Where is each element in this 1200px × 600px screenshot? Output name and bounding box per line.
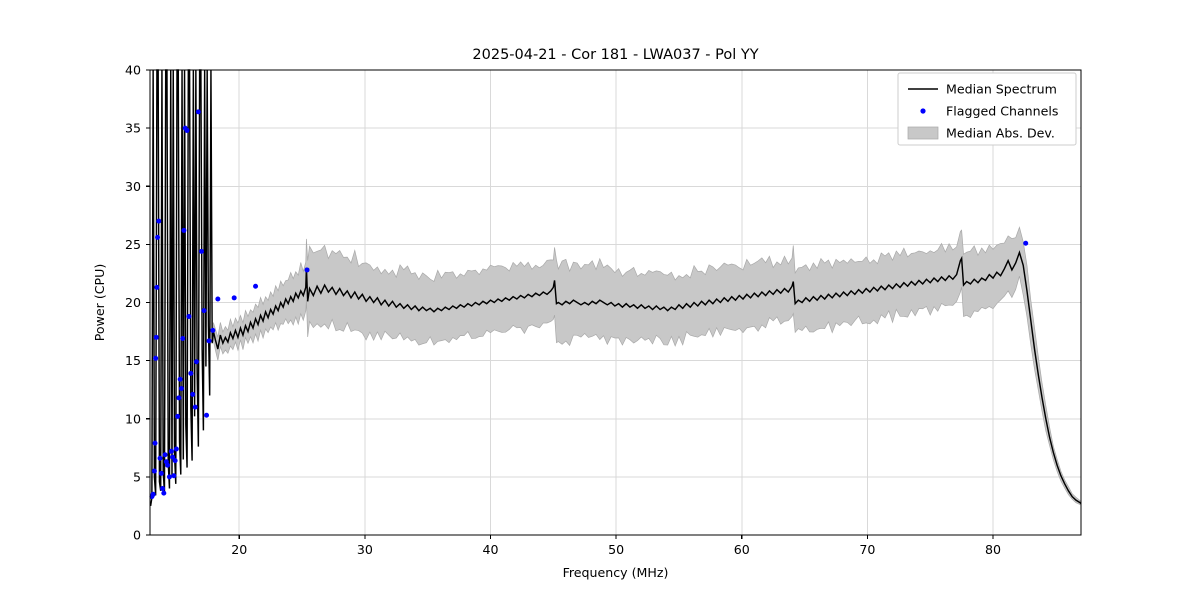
y-tick-label: 20 <box>125 295 141 310</box>
flagged-channel-point[interactable] <box>190 391 196 397</box>
y-tick-label: 5 <box>133 469 141 484</box>
flagged-channel-point[interactable] <box>253 283 259 289</box>
flagged-channel-point[interactable] <box>154 284 160 290</box>
flagged-channel-point[interactable] <box>176 395 182 401</box>
flagged-channel-point[interactable] <box>201 308 207 314</box>
flagged-channel-point[interactable] <box>193 359 199 365</box>
flagged-channel-point[interactable] <box>168 448 174 454</box>
flagged-channel-point[interactable] <box>231 295 237 301</box>
flagged-channel-point[interactable] <box>165 462 171 468</box>
flagged-channel-point[interactable] <box>186 313 192 319</box>
x-tick-label: 30 <box>357 542 373 557</box>
flagged-channel-point[interactable] <box>158 470 164 476</box>
y-tick-label: 30 <box>125 179 141 194</box>
flagged-channel-point[interactable] <box>1023 240 1029 246</box>
y-tick-label: 35 <box>125 121 141 136</box>
x-axis-ticks: 20 30 40 50 60 70 80 <box>231 535 1001 557</box>
flagged-channel-point[interactable] <box>180 336 186 342</box>
legend-label: Median Spectrum <box>946 82 1057 97</box>
flagged-channel-point[interactable] <box>175 413 181 419</box>
flagged-channel-point[interactable] <box>195 109 201 115</box>
x-axis-label: Frequency (MHz) <box>563 565 669 580</box>
legend-dot-swatch <box>920 108 926 114</box>
y-axis-ticks: 0 5 10 15 20 25 30 35 40 <box>125 63 150 543</box>
flagged-channel-point[interactable] <box>155 234 161 240</box>
y-tick-label: 15 <box>125 353 141 368</box>
y-tick-label: 40 <box>125 63 141 78</box>
legend-patch-swatch <box>907 126 939 140</box>
flagged-channel-point[interactable] <box>156 218 162 224</box>
x-tick-label: 20 <box>231 542 247 557</box>
flagged-channel-point[interactable] <box>188 370 194 376</box>
flagged-channel-point[interactable] <box>199 248 205 254</box>
flagged-channel-point[interactable] <box>152 440 158 446</box>
flagged-channel-point[interactable] <box>173 446 179 452</box>
flagged-channel-point[interactable] <box>304 267 310 273</box>
flagged-channel-point[interactable] <box>166 474 172 480</box>
x-tick-label: 60 <box>734 542 750 557</box>
flagged-channel-point[interactable] <box>162 452 168 458</box>
flagged-channel-point[interactable] <box>171 473 177 479</box>
flagged-channel-point[interactable] <box>153 355 159 361</box>
flagged-channel-point[interactable] <box>192 404 198 410</box>
flagged-channel-point[interactable] <box>157 455 163 461</box>
flagged-channels-series[interactable] <box>149 109 1029 500</box>
flagged-channel-point[interactable] <box>178 386 184 392</box>
x-tick-label: 50 <box>608 542 624 557</box>
flagged-channel-point[interactable] <box>177 376 183 382</box>
flagged-channel-point[interactable] <box>206 338 212 344</box>
flagged-channel-point[interactable] <box>184 127 190 133</box>
y-tick-label: 0 <box>133 528 141 543</box>
x-tick-label: 40 <box>482 542 498 557</box>
flagged-channel-point[interactable] <box>150 491 156 497</box>
flagged-channel-point[interactable] <box>172 458 178 464</box>
flagged-channel-point[interactable] <box>215 296 221 302</box>
flagged-channel-point[interactable] <box>210 327 216 333</box>
flagged-channel-point[interactable] <box>170 454 176 460</box>
x-tick-label: 80 <box>985 542 1001 557</box>
y-tick-label: 25 <box>125 237 141 252</box>
flagged-channel-point[interactable] <box>160 486 166 491</box>
flagged-channel-point[interactable] <box>151 468 157 474</box>
flagged-channel-point[interactable] <box>161 490 167 496</box>
flagged-channel-point[interactable] <box>204 412 210 418</box>
y-axis-label: Power (CPU) <box>92 264 107 342</box>
legend-label: Flagged Channels <box>946 104 1058 119</box>
x-tick-label: 70 <box>859 542 875 557</box>
chart-legend[interactable]: Median Spectrum Flagged Channels Median Ab… <box>897 72 1077 146</box>
y-tick-label: 10 <box>125 411 141 426</box>
page-title: 2025-04-21 - Cor 181 - LWA037 - Pol YY <box>472 47 758 63</box>
flagged-channel-point[interactable] <box>181 227 187 233</box>
legend-label: Median Abs. Dev. <box>946 126 1055 141</box>
flagged-channel-point[interactable] <box>153 334 159 340</box>
